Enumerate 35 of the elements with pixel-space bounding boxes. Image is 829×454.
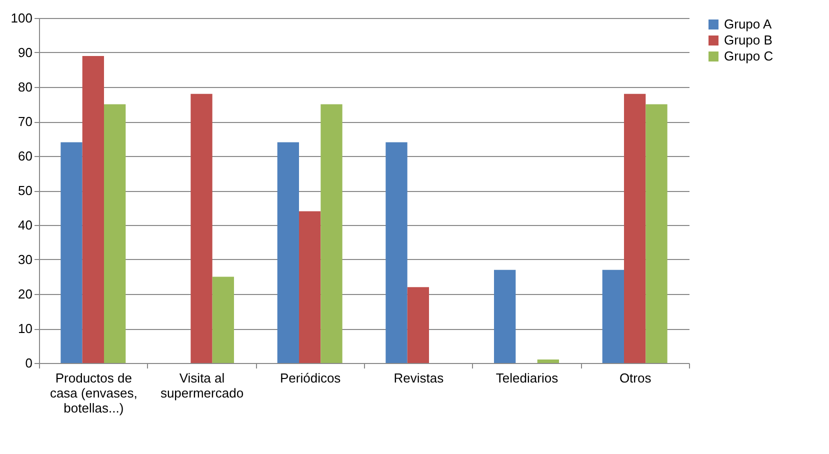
y-tick-label: 0 <box>25 356 32 370</box>
y-tick-label: 60 <box>18 148 32 164</box>
y-tick-label: 80 <box>18 80 32 94</box>
bar <box>602 270 624 363</box>
bar <box>624 94 646 363</box>
x-tick-label: Periódicos <box>280 370 342 386</box>
y-tick-label: 90 <box>18 45 32 60</box>
bar <box>320 104 342 363</box>
y-tick-label: 40 <box>18 218 32 232</box>
y-tick-label: 50 <box>18 183 32 198</box>
bar <box>537 360 559 363</box>
bar <box>299 211 321 363</box>
bar <box>190 94 212 363</box>
bar <box>386 142 408 363</box>
legend-label: Grupo B <box>724 32 772 48</box>
x-tick-label: Productos de casa (envases, botellas...) <box>50 370 138 416</box>
x-tick-label: Visita al supermercado <box>160 370 244 400</box>
y-tick-label: 30 <box>18 252 32 267</box>
bar <box>277 142 299 363</box>
legend-label: Grupo A <box>724 16 772 32</box>
y-tick-label: 70 <box>18 114 32 129</box>
y-tick-label: 10 <box>18 321 32 336</box>
bar <box>494 270 516 363</box>
bar <box>82 56 104 363</box>
x-tick-label: Telediarios <box>496 370 559 386</box>
bar <box>104 104 126 363</box>
x-tick-label: Revistas <box>394 370 444 386</box>
x-tick-label: Otros <box>619 370 652 386</box>
bar <box>60 142 82 363</box>
bar <box>646 104 668 363</box>
bar <box>212 276 234 363</box>
y-tick-label: 20 <box>18 286 32 302</box>
y-tick-label: 100 <box>10 10 32 26</box>
bar <box>407 287 429 363</box>
legend-label: Grupo C <box>724 48 774 64</box>
